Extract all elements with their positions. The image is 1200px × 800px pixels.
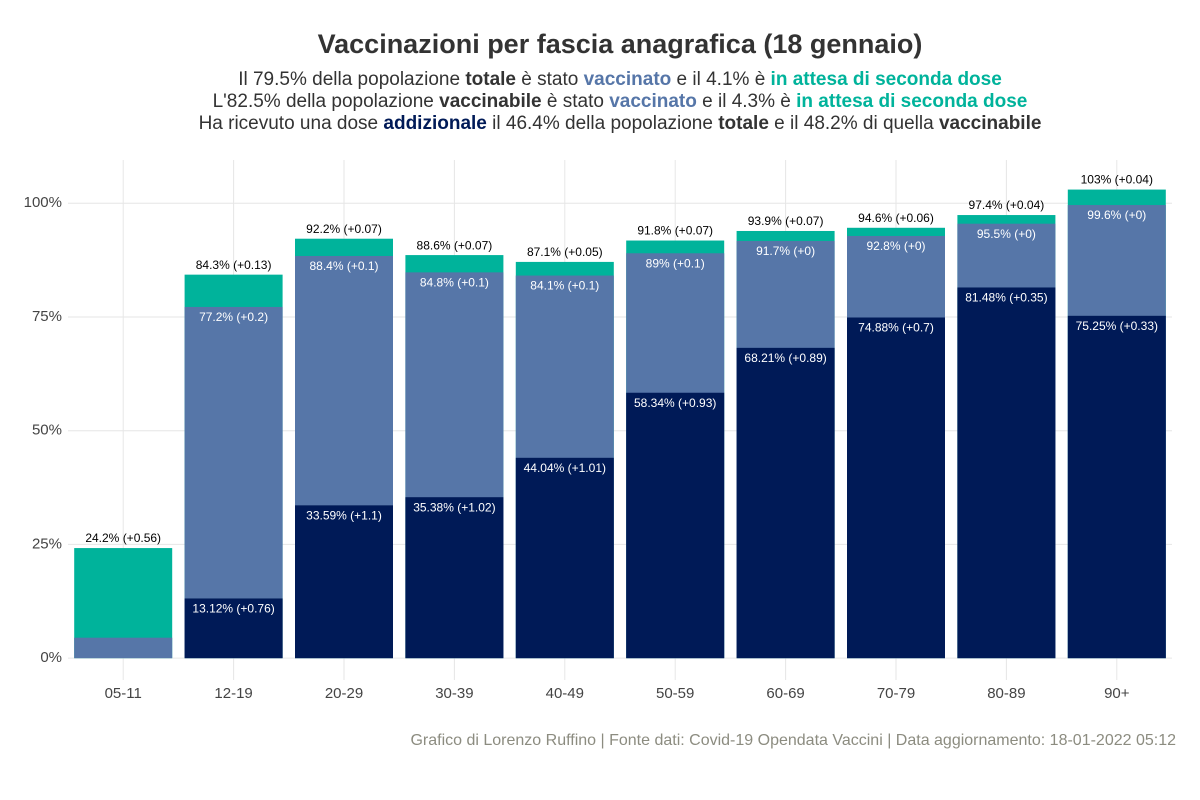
subtitle-segment: e il 4.3% è (697, 91, 796, 112)
value-label: 84.8% (+0.1) (420, 276, 489, 290)
bar (736, 347, 835, 659)
subtitle-segment: è stato (542, 91, 610, 112)
subtitle: Ha ricevuto una dose addizionale il 46.4… (199, 113, 1042, 134)
caption: Grafico di Lorenzo Ruffino | Fonte dati:… (410, 732, 1176, 749)
subtitle-segment: vaccinato (584, 69, 672, 90)
value-label: 99.6% (+0) (1087, 208, 1146, 222)
subtitle-segment: in attesa di seconda dose (796, 91, 1027, 112)
subtitle-segment: totale (718, 113, 769, 134)
value-label: 33.59% (+1.1) (306, 509, 382, 523)
x-tick-label: 60-69 (766, 685, 804, 702)
subtitle-segment: e il 48.2% di quella (769, 113, 939, 134)
subtitle-segment: e il 4.1% è (671, 69, 770, 90)
value-label: 95.5% (+0) (977, 227, 1036, 241)
subtitle-segment: in attesa di seconda dose (771, 69, 1002, 90)
bar (1067, 315, 1166, 659)
subtitle: L'82.5% della popolazione vaccinabile è … (213, 91, 1028, 112)
subtitle-segment: vaccinabile (939, 113, 1041, 134)
value-label: 81.48% (+0.35) (965, 291, 1047, 305)
subtitle-segment: vaccinabile (439, 91, 541, 112)
subtitle-segment: L'82.5% della popolazione (213, 91, 440, 112)
value-label: 13.12% (+0.76) (192, 602, 274, 616)
value-label: 75.25% (+0.33) (1076, 319, 1158, 333)
value-label: 97.4% (+0.04) (969, 198, 1045, 212)
bar (74, 637, 173, 659)
y-tick-label: 75% (32, 308, 62, 325)
value-label: 77.2% (+0.2) (199, 310, 268, 324)
bar (515, 457, 614, 659)
subtitle-segment: Ha ricevuto una dose (199, 113, 384, 134)
y-tick-label: 100% (24, 194, 62, 211)
x-tick-label: 20-29 (325, 685, 363, 702)
value-label: 88.4% (+0.1) (309, 259, 378, 273)
value-label: 58.34% (+0.93) (634, 396, 716, 410)
value-label: 35.38% (+1.02) (413, 500, 495, 514)
value-label: 24.2% (+0.56) (85, 531, 161, 545)
subtitle: Il 79.5% della popolazione totale è stat… (238, 69, 1002, 90)
value-label: 84.3% (+0.13) (196, 258, 272, 272)
x-tick-label: 40-49 (546, 685, 584, 702)
value-label: 87.1% (+0.05) (527, 245, 603, 259)
subtitle-segment: addizionale (383, 113, 486, 134)
chart-title: Vaccinazioni per fascia anagrafica (18 g… (318, 29, 923, 59)
value-label: 74.88% (+0.7) (858, 321, 934, 335)
bar (626, 392, 725, 659)
x-tick-label: 30-39 (435, 685, 473, 702)
x-tick-label: 05-11 (105, 685, 142, 702)
subtitle-segment: il 46.4% della popolazione (487, 113, 718, 134)
bar (405, 497, 504, 659)
x-tick-label: 50-59 (656, 685, 694, 702)
x-tick-label: 80-89 (987, 685, 1025, 702)
subtitle-segment: vaccinato (609, 91, 697, 112)
y-tick-label: 25% (32, 535, 62, 552)
value-label: 44.04% (+1.01) (524, 461, 606, 475)
subtitle-segment: è stato (516, 69, 584, 90)
value-label: 103% (+0.04) (1081, 173, 1153, 187)
subtitle-segment: Il 79.5% della popolazione (238, 69, 465, 90)
value-label: 91.7% (+0) (756, 244, 815, 258)
value-label: 94.6% (+0.06) (858, 211, 934, 225)
value-label: 92.8% (+0) (866, 239, 925, 253)
x-tick-label: 70-79 (877, 685, 915, 702)
y-tick-label: 50% (32, 422, 62, 439)
y-tick-label: 0% (40, 649, 62, 666)
subtitle-segment: totale (465, 69, 516, 90)
value-label: 93.9% (+0.07) (748, 214, 824, 228)
value-label: 68.21% (+0.89) (744, 351, 826, 365)
value-label: 91.8% (+0.07) (637, 224, 713, 238)
bar (957, 287, 1056, 659)
value-label: 89% (+0.1) (646, 256, 705, 270)
bar (847, 317, 945, 659)
value-label: 88.6% (+0.07) (417, 238, 493, 252)
x-tick-label: 12-19 (214, 685, 252, 702)
bar (184, 598, 283, 659)
value-label: 84.1% (+0.1) (530, 279, 599, 293)
bar (295, 505, 393, 659)
x-tick-label: 90+ (1104, 685, 1130, 702)
value-label: 92.2% (+0.07) (306, 222, 382, 236)
